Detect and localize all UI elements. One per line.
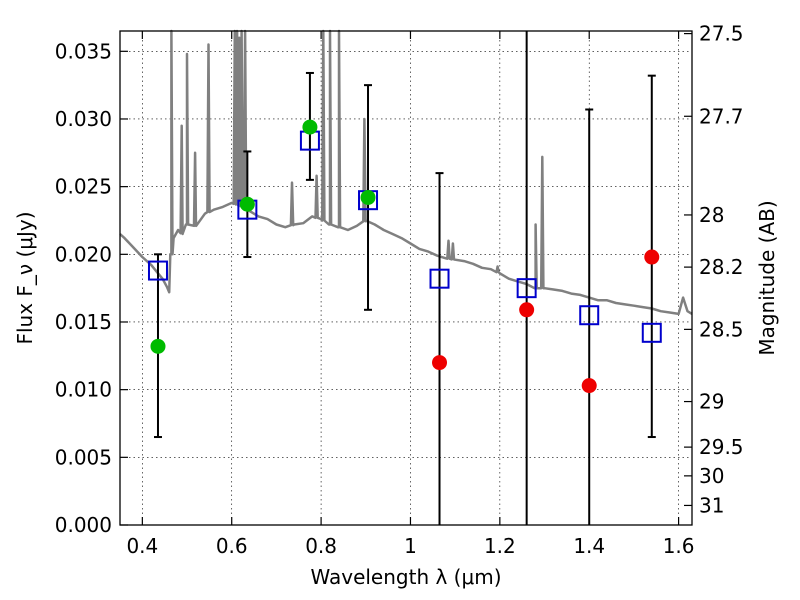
- upper-limit-point: [519, 302, 535, 318]
- right-tick-label: 31: [699, 493, 724, 517]
- right-tick-label: 29.5: [699, 435, 744, 459]
- y-tick-label: 0.005: [55, 445, 112, 469]
- detection-point: [302, 119, 318, 135]
- right-tick-label: 30: [699, 464, 724, 488]
- y-axis-title: Flux F_ν (μJy): [13, 211, 37, 344]
- y-tick-label: 0.020: [55, 242, 112, 266]
- detection-point: [239, 196, 255, 212]
- y-tick-label: 0.015: [55, 310, 112, 334]
- model-flux-box: [429, 268, 450, 289]
- y-tick-label: 0.010: [55, 378, 112, 402]
- y-tick-label: 0.000: [55, 513, 112, 537]
- plot-frame: [119, 30, 693, 526]
- detection-point: [360, 189, 376, 205]
- x-tick-label: 1.6: [663, 534, 695, 558]
- y-tick-label: 0.025: [55, 175, 112, 199]
- template-spectrum-line: [119, 29, 693, 316]
- right-tick-label: 28.2: [699, 255, 744, 279]
- x-tick-label: 1: [404, 534, 417, 558]
- template-spectrum: [119, 29, 693, 316]
- x-tick-label: 1.4: [573, 534, 605, 558]
- model-flux-box: [641, 322, 662, 343]
- right-tick-label: 29: [699, 390, 724, 414]
- x-tick-label: 1.2: [484, 534, 516, 558]
- upper-limit-point: [644, 249, 660, 265]
- x-tick-label: 0.6: [216, 534, 248, 558]
- observed-photometry: [150, 119, 660, 394]
- right-tick-label: 27.5: [699, 22, 744, 46]
- x-tick-label: 0.8: [305, 534, 337, 558]
- upper-limit-point: [432, 355, 448, 371]
- y-tick-label: 0.035: [55, 39, 112, 63]
- axis-ticks: [120, 31, 692, 526]
- x-axis-title: Wavelength λ (μm): [310, 565, 501, 589]
- y-tick-label: 0.030: [55, 107, 112, 131]
- right-tick-label: 27.7: [699, 104, 744, 128]
- model-flux-box: [147, 260, 168, 281]
- right-axis-title: Magnitude (AB): [755, 200, 779, 355]
- x-tick-label: 0.4: [126, 534, 158, 558]
- upper-limit-point: [581, 378, 597, 394]
- right-tick-label: 28.5: [699, 317, 744, 341]
- detection-point: [150, 338, 166, 354]
- model-flux-box: [516, 278, 537, 299]
- right-tick-label: 28: [699, 203, 724, 227]
- tick-labels: 0.4 0.6 0.8 1 1.2 1.4 1.6 0.000 0.005 0.010 0.015 0…: [55, 22, 744, 558]
- model-flux-box: [579, 305, 600, 326]
